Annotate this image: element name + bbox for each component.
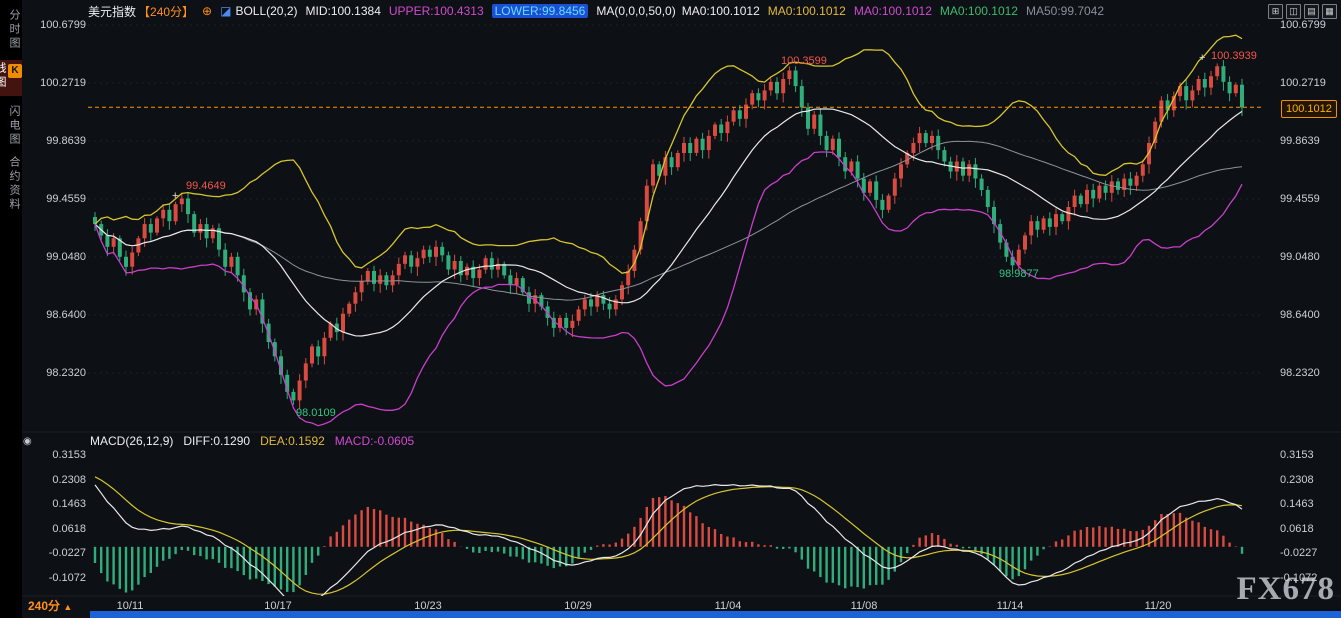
price-axis-label-left: 100.2719 [40,77,86,89]
macd-axis-label-right: 0.1463 [1280,498,1314,510]
price-axis-label-left: 100.6799 [40,19,86,31]
multi-chart-icon[interactable]: ▦ [1322,3,1337,19]
price-annotation: + [172,190,179,202]
sidebar-item-contract-info[interactable]: 合约资料 [8,156,20,212]
date-label: 10/17 [264,600,292,612]
ma0-value-1: MA0:100.1012 [681,4,760,18]
symbol-title: 美元指数 [88,4,137,19]
layout-grid-icon[interactable]: ⊞ [1268,3,1283,19]
timeframe-label: 240分 [28,599,61,613]
macd-axis-label-left: -0.1072 [48,572,86,584]
macd-axis-label-left: -0.0227 [48,547,86,559]
price-axis-label-right: 100.6799 [1280,19,1326,31]
price-axis-label-right: 98.6400 [1280,309,1320,321]
ma-group-label: MA(0,0,0,50,0) [596,4,676,18]
macd-axis-label-left: 0.2308 [52,474,86,486]
price-axis-label-left: 98.6400 [46,309,86,321]
price-axis-label-left: 99.0480 [46,251,86,263]
price-axis-label-left: 99.8639 [46,135,86,147]
macd-legend-row: MACD(26,12,9) DIFF:0.1290 DEA:0.1592 MAC… [90,434,414,448]
boll-label: BOLL(20,2) [235,4,298,18]
split-view-icon[interactable]: ◫ [1286,3,1301,19]
ma0-value-4: MA0:100.1012 [939,4,1018,18]
kline-badge-icon: K [8,64,22,78]
price-annotation: 98.9877 [999,268,1039,280]
ma0-value-2: MA0:100.1012 [767,4,846,18]
sidebar-item-lightning-chart[interactable]: 闪电图 [8,105,20,147]
macd-diff-value: DIFF:0.1290 [183,434,251,448]
price-annotation: 100.3599 [781,55,827,67]
bottom-status-strip [90,611,1341,618]
macd-axis-label-right: -0.0227 [1280,547,1318,559]
date-label: 11/14 [996,600,1024,612]
macd-dea-value: DEA:0.1592 [260,434,325,448]
price-annotation: + [1199,52,1206,64]
list-view-icon[interactable]: ▤ [1304,3,1319,19]
price-annotation: 100.3939 [1211,50,1257,62]
macd-axis-label-right: 0.2308 [1280,474,1314,486]
boll-mid-value: MID:100.1384 [305,4,381,18]
add-indicator-icon[interactable]: ⊕ [202,4,213,18]
price-axis-label-left: 99.4559 [46,193,86,205]
ma0-value-3: MA0:100.1012 [853,4,932,18]
ma50-value: MA50:99.7042 [1025,4,1105,18]
date-label: 11/04 [714,600,742,612]
date-label: 11/20 [1144,600,1172,612]
window-buttons: ⊞ ◫ ▤ ▦ [1268,3,1341,19]
macd-axis-label-right: 0.0618 [1280,523,1314,535]
date-label: 10/11 [116,600,144,612]
sidebar-item-time-chart[interactable]: 分时图 [8,9,20,51]
interval-tag: 【240分】 [138,4,195,19]
price-axis-label-left: 98.2320 [46,367,86,379]
boll-lower-value[interactable]: LOWER:99.8456 [491,4,589,18]
macd-axis-label-right: 0.3153 [1280,449,1314,461]
boll-upper-value: UPPER:100.4313 [388,4,484,18]
macd-axis-label-left: 0.3153 [52,449,86,461]
macd-axis-label-left: 0.1463 [52,498,86,510]
price-axis-label-right: 98.2320 [1280,367,1320,379]
sidebar-item-kline-label: 线图 [0,62,6,90]
current-price-tag: 100.1012 [1281,100,1337,118]
sidebar-item-kline[interactable]: K 线图 [0,60,22,96]
date-label: 11/08 [850,600,878,612]
price-axis-label-right: 99.8639 [1280,135,1320,147]
price-axis-label-right: 100.2719 [1280,77,1326,89]
macd-axis-label-right: -0.1072 [1280,572,1318,584]
price-axis-label-right: 99.0480 [1280,251,1320,263]
macd-pane-toggle-icon[interactable]: ◉ [23,436,32,447]
fx678-watermark: FX678 [1236,571,1335,607]
macd-axis-label-left: 0.0618 [52,523,86,535]
date-label: 10/23 [414,600,442,612]
sidebar: 分时图 K 线图 闪电图 合约资料 [0,0,22,618]
timeframe-selector[interactable]: 240分 ▲ [28,597,72,614]
price-annotation: 98.0109 [296,407,336,419]
timeframe-up-arrow-icon: ▲ [63,602,73,612]
macd-label: MACD(26,12,9) [90,434,174,448]
price-annotation: 99.4649 [186,180,226,192]
macd-value: MACD:-0.0605 [334,434,415,448]
indicator-legend-bar: 美元指数 【240分】 ⊕ ◪ BOLL(20,2) MID:100.1384 … [22,0,1341,22]
date-label: 10/29 [564,600,592,612]
boll-indicator-icon[interactable]: ◪ [220,4,232,18]
price-axis-label-right: 99.4559 [1280,193,1320,205]
